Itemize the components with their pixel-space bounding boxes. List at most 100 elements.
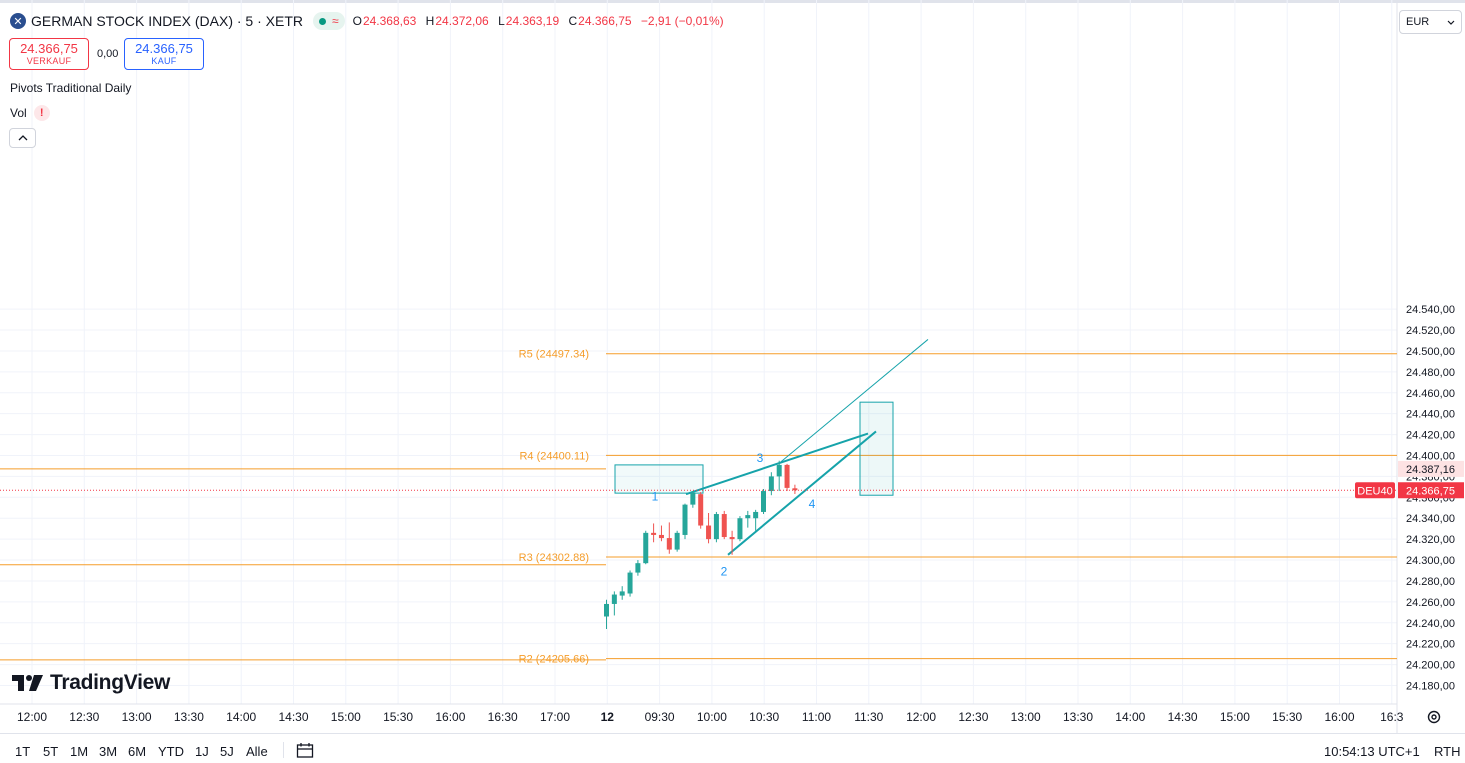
range-1j-button[interactable]: 1J — [195, 744, 209, 759]
candle-body — [737, 518, 743, 540]
candle-body — [666, 538, 672, 550]
close-value: 24.366,75 — [578, 14, 632, 28]
sell-button[interactable]: 24.366,75 VERKAUF — [9, 38, 89, 70]
projection-line — [780, 339, 929, 463]
price-tick-label: 24.500,00 — [1406, 346, 1455, 358]
wave-label: 3 — [757, 451, 764, 465]
wedge-upper-line — [685, 432, 869, 496]
range-1m-button[interactable]: 1M — [70, 744, 89, 759]
price-tick-label: 24.420,00 — [1406, 430, 1455, 442]
candle-body — [627, 572, 633, 594]
candle-body — [611, 594, 617, 604]
current-price-label: 24.366,75 — [1406, 485, 1455, 497]
pivot-levels: R5 (24497.34) R4 (24400.11) R3 (24302.88) R… — [519, 349, 1397, 666]
time-tick-label: 12:30 — [69, 710, 99, 724]
prior-close-label: 24.387,16 — [1406, 464, 1455, 476]
pivot-label: R2 (24205.66) — [519, 654, 589, 666]
low-value: 24.363,19 — [505, 14, 560, 28]
time-tick-label: 11:30 — [854, 710, 883, 724]
tradingview-logo[interactable]: TradingView — [12, 671, 170, 695]
time-tick-label: 14:30 — [278, 710, 308, 724]
price-tick-label: 24.400,00 — [1406, 450, 1455, 462]
indicator-pivots[interactable]: Pivots Traditional Daily — [10, 81, 132, 95]
range-all-button[interactable]: Alle — [246, 744, 268, 759]
toolbar-divider — [283, 742, 284, 758]
price-tick-label: 24.440,00 — [1406, 409, 1455, 421]
price-tick-label: 24.220,00 — [1406, 639, 1455, 651]
range-5j-button[interactable]: 5J — [220, 744, 234, 759]
price-tick-label: 24.320,00 — [1406, 534, 1455, 546]
candle-body — [784, 464, 790, 488]
price-tick-label: 24.520,00 — [1406, 325, 1455, 337]
price-tick-label: 24.280,00 — [1406, 576, 1455, 588]
chart-settings-button[interactable] — [1424, 707, 1444, 727]
time-tick-label: 09:30 — [645, 710, 675, 724]
price-tick-label: 24.340,00 — [1406, 513, 1455, 525]
time-tick-label: 12:30 — [958, 710, 988, 724]
warning-icon[interactable]: ! — [33, 105, 50, 121]
price-tick-label: 24.260,00 — [1406, 597, 1455, 609]
buy-button[interactable]: 24.366,75 KAUF — [124, 38, 204, 70]
wave-labels: 1 2 3 4 — [652, 451, 816, 579]
price-tick-label: 24.240,00 — [1406, 618, 1455, 630]
market-status-badge[interactable]: ≈ — [313, 12, 345, 30]
pivot-label: R4 (24400.11) — [519, 450, 589, 462]
go-to-date-button[interactable] — [296, 742, 314, 763]
candle-body — [682, 504, 688, 535]
time-tick-label: 15:30 — [383, 710, 413, 724]
previous-day-levels — [0, 468, 606, 661]
chevron-down-icon — [1447, 20, 1455, 25]
time-tick-label: 16:30 — [488, 710, 518, 724]
candle-body — [721, 514, 727, 538]
buy-label: KAUF — [151, 56, 177, 66]
open-key: O — [352, 14, 362, 28]
bottom-toolbar: 1T 5T 1M 3M 6M YTD 1J 5J Alle 10:54:13 U… — [0, 733, 1465, 759]
range-6m-button[interactable]: 6M — [128, 744, 147, 759]
prior-close-label-bg — [1398, 460, 1464, 477]
time-tick-label: 15:00 — [1220, 710, 1250, 724]
time-tick-label: 15:00 — [331, 710, 361, 724]
price-chart[interactable]: R5 (24497.34) R4 (24400.11) R3 (24302.88) R… — [0, 0, 1465, 733]
candle-body — [713, 514, 719, 540]
candle-body — [690, 493, 696, 505]
range-1t-button[interactable]: 1T — [15, 744, 31, 759]
candle-body — [768, 476, 774, 492]
data-delay-icon: ≈ — [332, 14, 339, 28]
wave-label: 2 — [721, 565, 728, 579]
range-3m-button[interactable]: 3M — [99, 744, 118, 759]
candle-body — [792, 488, 798, 491]
time-tick-label: 16:3 — [1380, 710, 1404, 724]
candle-body — [674, 532, 680, 550]
top-border — [0, 0, 1465, 3]
price-tick-label: 24.200,00 — [1406, 660, 1455, 672]
session-toggle[interactable]: RTH — [1434, 744, 1461, 759]
symbol-tag-bg — [1355, 482, 1395, 499]
chevron-up-icon — [18, 135, 27, 141]
time-tick-label: 10:30 — [749, 710, 779, 724]
candle-body — [761, 491, 766, 512]
pivot-label: R3 (24302.88) — [519, 552, 589, 564]
wedge-lower-line — [727, 430, 877, 556]
currency-select[interactable]: EUR — [1399, 10, 1462, 34]
price-tick-label: 24.540,00 — [1406, 304, 1455, 316]
collapse-legend-button[interactable] — [9, 128, 36, 148]
time-tick-label: 15:30 — [1272, 710, 1302, 724]
time-tick-label: 13:00 — [1011, 710, 1041, 724]
symbol-title[interactable]: GERMAN STOCK INDEX (DAX) · 5 · XETR — [31, 13, 303, 29]
time-tick-label: 17:00 — [540, 710, 570, 724]
candle-body — [635, 563, 641, 573]
candle-body — [619, 591, 625, 596]
price-tick-label: 24.480,00 — [1406, 367, 1455, 379]
price-tick-label: 24.180,00 — [1406, 681, 1455, 693]
spread-value: 0,00 — [97, 48, 119, 60]
price-tick-label: 24.300,00 — [1406, 555, 1455, 567]
candle-body — [753, 511, 759, 519]
market-open-dot-icon — [319, 17, 326, 25]
indicator-vol[interactable]: Vol ! — [10, 105, 50, 121]
range-ytd-button[interactable]: YTD — [158, 744, 184, 759]
pattern-drawings — [614, 339, 929, 556]
buy-price: 24.366,75 — [135, 41, 193, 56]
range-5t-button[interactable]: 5T — [43, 744, 59, 759]
clock-timezone[interactable]: 10:54:13 UTC+1 — [1324, 744, 1420, 759]
sell-price: 24.366,75 — [20, 41, 78, 56]
